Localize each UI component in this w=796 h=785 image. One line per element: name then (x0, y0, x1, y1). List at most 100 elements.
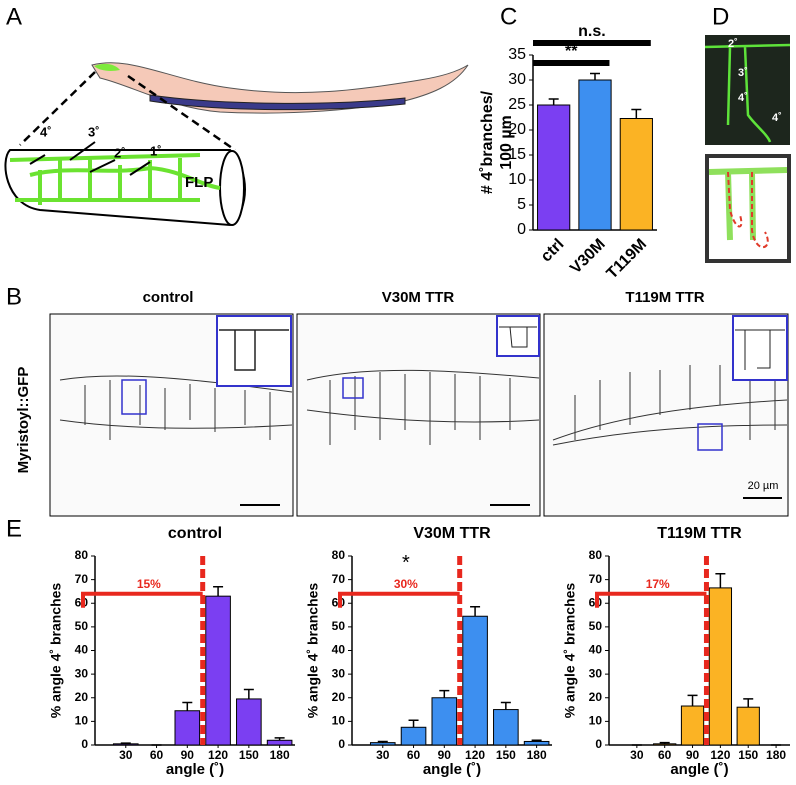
y-tick-label: 0 (595, 737, 602, 751)
x-tick-label: 150 (738, 748, 758, 762)
branch-label: 3˚ (88, 124, 100, 139)
y-tick-label: 0 (81, 737, 88, 751)
y-axis-label: % angle 4˚ branches (305, 583, 321, 719)
error-bar (408, 719, 419, 728)
x-tick-label: 180 (766, 748, 786, 762)
bar (537, 104, 571, 231)
y-tick-label: 20 (508, 121, 526, 138)
y-tick-label: 70 (332, 572, 346, 586)
error-bar (659, 741, 670, 744)
error-bar (631, 108, 642, 119)
y-tick-label: 70 (589, 572, 603, 586)
y-tick-label: 50 (75, 619, 89, 633)
error-bar (743, 698, 754, 708)
x-tick-label: 180 (527, 748, 547, 762)
bar (578, 79, 612, 231)
x-tick-label: 90 (438, 748, 452, 762)
bar (680, 705, 705, 746)
chart-title: V30M TTR (413, 525, 491, 542)
x-axis-label: angle (˚) (423, 761, 481, 778)
error-bar (243, 688, 254, 699)
y-tick-label: 0 (338, 737, 345, 751)
x-tick-label: 90 (181, 748, 195, 762)
micrographs-b (49, 313, 789, 517)
y-tick-label: 40 (75, 643, 89, 657)
bar (493, 709, 519, 746)
bar (236, 698, 262, 746)
error-bar (213, 585, 224, 597)
y-tick-label: 40 (589, 643, 603, 657)
y-tick-label: 35 (508, 46, 526, 63)
error-bar (439, 689, 450, 698)
bar (266, 739, 293, 746)
bar (523, 740, 550, 746)
y-tick-label: 50 (589, 619, 603, 633)
y-tick-label: 10 (589, 714, 603, 728)
marker-label: Myristoyl::GFP (15, 367, 32, 474)
y-tick-label: 80 (589, 548, 603, 562)
y-axis-label: # 4˚branches/ (479, 90, 496, 194)
y-tick-label: 50 (332, 619, 346, 633)
x-tick-label: 90 (686, 748, 700, 762)
y-tick-label: 30 (332, 666, 346, 680)
x-tick-label: 180 (270, 748, 290, 762)
bar (619, 118, 653, 231)
y-tick-label: 5 (517, 196, 526, 213)
x-tick-label: 60 (658, 748, 672, 762)
error-bar (500, 701, 511, 710)
annotation: 30% (394, 577, 418, 591)
x-tick-label: 30 (630, 748, 644, 762)
panel-label: D (712, 3, 729, 30)
error-bar (274, 737, 285, 741)
error-bar (377, 740, 388, 743)
error-bar (470, 606, 481, 617)
scale-label: 20 µm (748, 480, 779, 492)
error-bar (548, 98, 559, 105)
bar (736, 706, 760, 746)
x-tick-label: 150 (239, 748, 259, 762)
image-title: control (143, 289, 194, 306)
annotation: 15% (137, 577, 161, 591)
y-axis-label: % angle 4˚ branches (562, 583, 578, 719)
significance-label: ** (565, 43, 578, 60)
y-tick-label: 25 (508, 96, 526, 113)
y-tick-label: 10 (508, 171, 526, 188)
y-tick-label: 70 (75, 572, 89, 586)
error-bar (590, 72, 600, 80)
y-tick-label: 20 (332, 690, 346, 704)
error-bar (120, 742, 131, 744)
y-tick-label: 30 (508, 71, 526, 88)
bar (369, 742, 396, 746)
annotation: 17% (646, 577, 670, 591)
bar (462, 615, 488, 746)
x-axis-label: angle (˚) (670, 761, 728, 778)
micrograph-d (704, 35, 791, 263)
y-tick-label: 40 (332, 643, 346, 657)
y-tick-label: 20 (75, 690, 89, 704)
bracket (338, 591, 460, 608)
branch-label: 4˚ (40, 124, 52, 139)
image-title: T119M TTR (625, 289, 704, 306)
neuron-label: FLP (185, 174, 213, 191)
error-bar (715, 572, 726, 588)
bracket (595, 591, 707, 608)
y-tick-label: 10 (75, 714, 89, 728)
x-tick-label: 150 (496, 748, 516, 762)
x-tick-label: 30 (376, 748, 390, 762)
significance-label: * (402, 552, 410, 574)
error-bar (531, 739, 542, 742)
branch-label: 4˚ (738, 92, 748, 104)
y-tick-label: 80 (75, 548, 89, 562)
bar (112, 743, 139, 746)
bar (174, 710, 201, 746)
error-bar (687, 694, 698, 707)
branch-label: 2˚ (728, 38, 738, 50)
y-tick-label: 0 (517, 221, 526, 238)
bar (708, 587, 733, 746)
panel-label: A (6, 3, 22, 30)
panel-label: C (500, 3, 517, 30)
bar (653, 743, 677, 746)
x-tick-label: 60 (407, 748, 421, 762)
y-tick-label: 10 (332, 714, 346, 728)
x-tick-label: V30M (567, 236, 609, 278)
